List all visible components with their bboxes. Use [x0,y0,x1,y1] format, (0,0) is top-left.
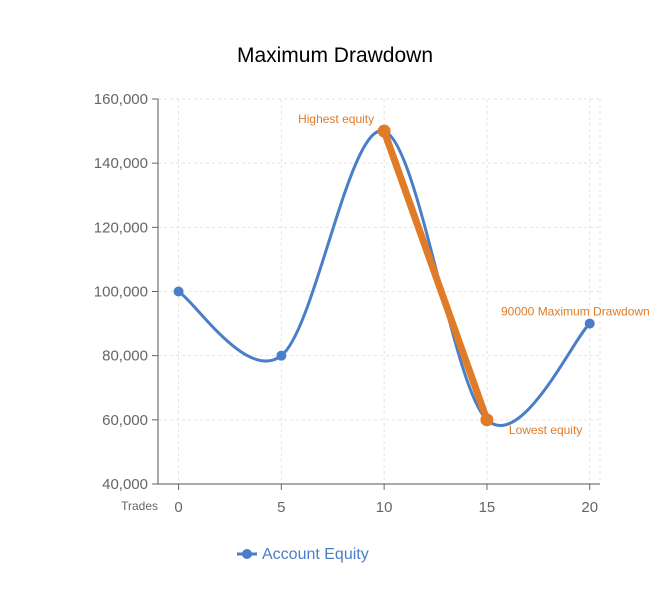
annotations: Highest equity Lowest equity 90000 Maximum… [298,112,650,437]
annotation-highest-equity: Highest equity [298,112,374,126]
y-tick-label: 60,000 [102,412,148,429]
data-point [276,350,287,361]
drawdown-peak-point [377,124,391,138]
annotation-max-drawdown: 90000 Maximum Drawdown [501,305,650,319]
y-tick-label: 40,000 [102,476,148,493]
annotation-lowest-equity: Lowest equity [509,423,582,437]
x-tick-label: 0 [174,499,182,516]
x-tick-label: 5 [277,499,285,516]
y-tick-label: 140,000 [94,155,148,172]
y-tick-label: 80,000 [102,348,148,365]
drawdown-line [380,127,491,424]
x-axis-ticks: 0 5 10 15 20 [174,484,598,516]
x-tick-label: 15 [479,499,496,516]
y-tick-label: 160,000 [94,91,148,108]
x-axis-label: Trades [121,499,158,513]
legend-label: Account Equity [262,546,369,563]
data-point [173,286,184,297]
legend-marker [242,549,252,559]
legend[interactable]: Account Equity [237,546,369,563]
x-tick-label: 10 [376,499,393,516]
y-tick-label: 100,000 [94,284,148,301]
drawdown-layer [377,124,494,427]
x-tick-label: 20 [581,499,598,516]
y-tick-label: 120,000 [94,219,148,236]
y-axis-ticks: 40,000 60,000 80,000 100,000 120,000 140,000 1… [94,91,158,493]
chart-title: Maximum Drawdown [237,44,433,67]
data-point [584,318,595,329]
drawdown-trough-point [480,413,494,427]
